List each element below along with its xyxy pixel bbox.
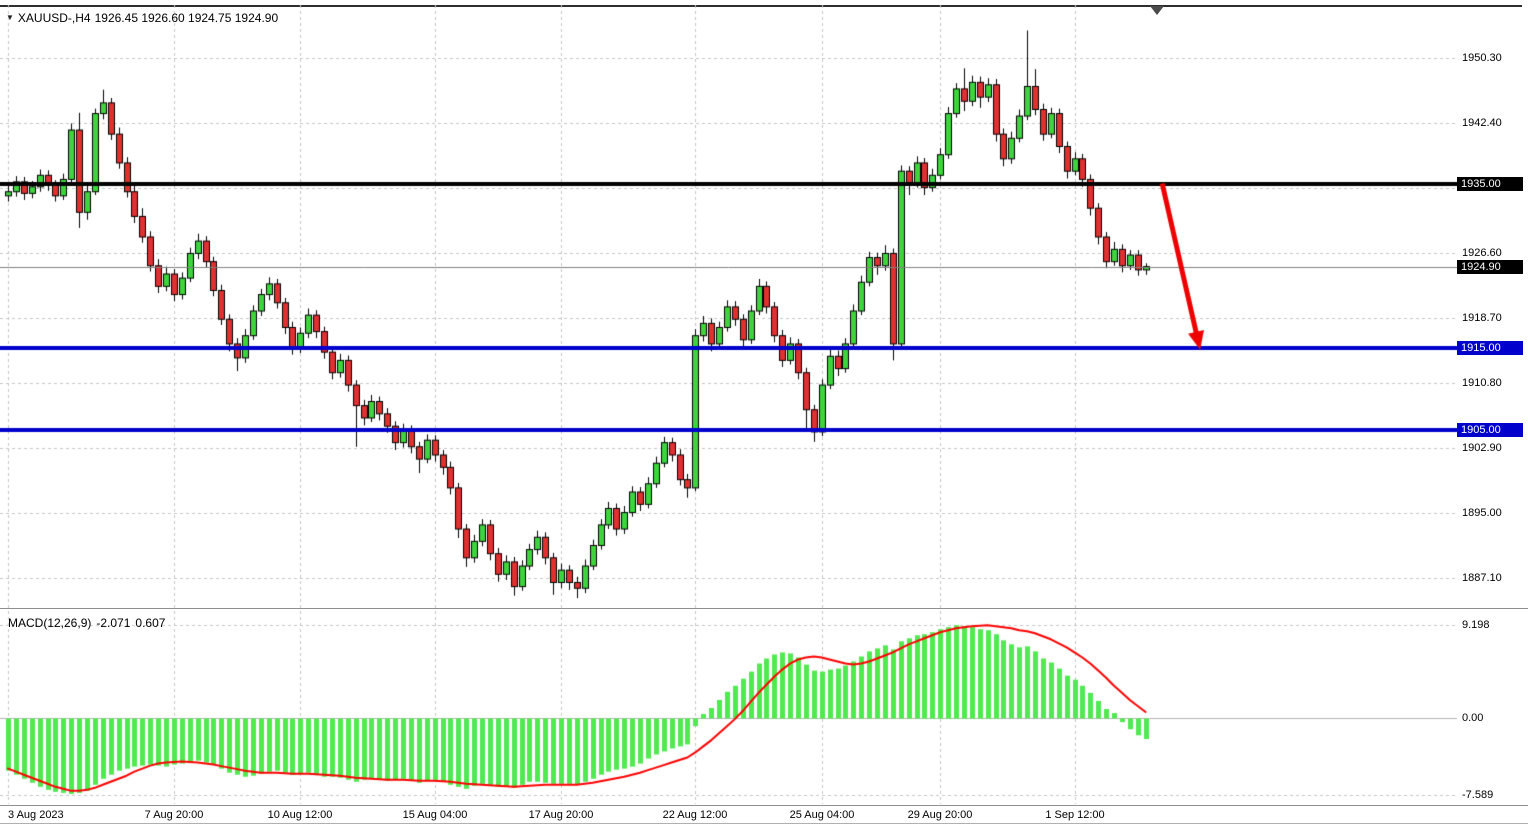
price-level-box: 1924.90 [1457,259,1523,274]
price-axis[interactable]: 1950.30 1942.40 1926.60 1918.70 1910.80 1902.… [1457,0,1528,610]
macd-name: MACD(12,26,9) [8,616,92,630]
macd-axis-label: 9.198 [1462,619,1490,632]
price-axis-label: 1887.10 [1462,571,1502,584]
time-axis-label: 3 Aug 2023 [8,809,64,821]
pane-separator[interactable] [0,608,1528,609]
price-axis-label: 1950.30 [1462,51,1502,64]
price-axis-label: 1918.70 [1462,311,1502,324]
price-axis-label: 1926.60 [1462,246,1502,259]
price-level-box: 1935.00 [1457,176,1523,191]
time-axis-label: 15 Aug 04:00 [402,809,468,821]
price-chart-canvas[interactable] [0,5,1457,608]
time-axis-label: 29 Aug 20:00 [907,809,973,821]
time-axis-label: 22 Aug 12:00 [662,809,728,821]
time-axis-label: 7 Aug 20:00 [144,809,204,821]
time-axis[interactable]: 3 Aug 2023 7 Aug 20:00 10 Aug 12:00 15 Aug … [0,806,1528,825]
macd-indicator-label: MACD(12,26,9) -2.071 0.607 [8,616,170,630]
macd-main-value: -2.071 [96,616,131,630]
time-axis-label: 1 Sep 12:00 [1045,809,1105,821]
chart-shift-marker-icon[interactable] [1150,6,1164,15]
macd-signal-value: 0.607 [135,616,166,630]
time-axis-label: 17 Aug 20:00 [528,809,594,821]
price-axis-label: 1895.00 [1462,506,1502,519]
symbol-period-label: XAUUSD-,H4 [17,11,91,25]
symbol-dropdown-icon[interactable]: ▼ [6,13,14,22]
ohlc-header: ▼ XAUUSD-,H4 1926.45 1926.60 1924.75 1924.… [6,11,282,25]
chart-frame-bottom [0,823,1528,824]
macd-axis[interactable]: 9.198 0.00 -7.589 [1457,610,1528,805]
macd-separator [0,805,1528,806]
price-axis-label: 1910.80 [1462,376,1502,389]
macd-indicator-canvas[interactable] [0,611,1457,804]
price-axis-label: 1942.40 [1462,116,1502,129]
price-axis-label: 1902.90 [1462,441,1502,454]
time-axis-label: 10 Aug 12:00 [267,809,333,821]
macd-axis-label: 0.00 [1462,712,1484,725]
price-level-box: 1905.00 [1457,423,1523,438]
time-axis-label: 25 Aug 04:00 [789,809,855,821]
ohlc-values: 1926.45 1926.60 1924.75 1924.90 [94,11,279,25]
macd-axis-label: -7.589 [1462,788,1494,801]
price-level-box: 1915.00 [1457,341,1523,356]
